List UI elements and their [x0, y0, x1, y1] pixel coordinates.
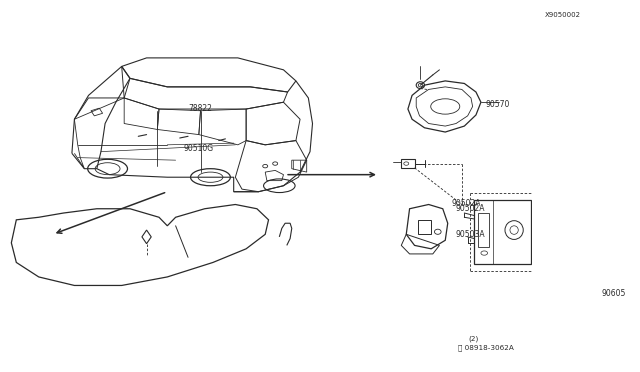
Text: 78822: 78822 — [188, 104, 212, 113]
Text: Ⓝ 08918-3062A: Ⓝ 08918-3062A — [458, 344, 514, 350]
Text: 90502A: 90502A — [452, 199, 481, 208]
Text: 90605: 90605 — [602, 289, 627, 298]
Text: 90570: 90570 — [486, 100, 510, 109]
Text: (2): (2) — [468, 335, 478, 341]
Text: X9050002: X9050002 — [545, 12, 581, 18]
Text: 90502A: 90502A — [456, 204, 486, 213]
Text: 90510G: 90510G — [183, 144, 213, 153]
Text: 90503A: 90503A — [455, 230, 484, 239]
